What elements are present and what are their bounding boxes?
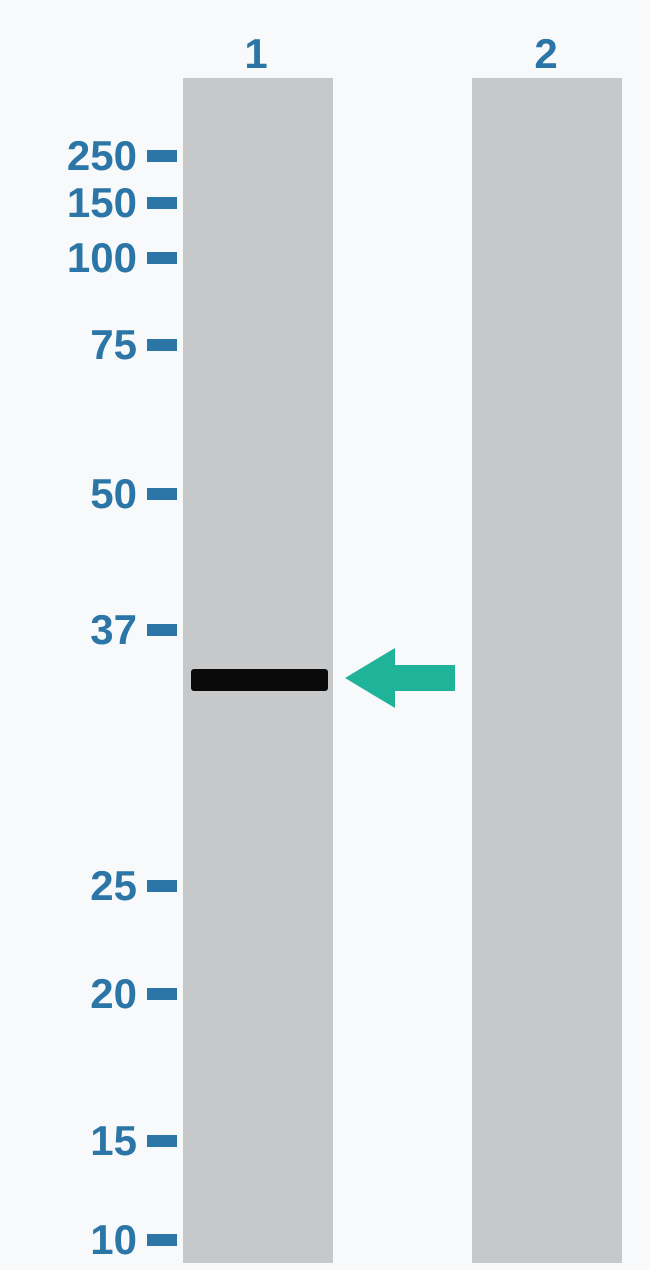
mw-marker-tick xyxy=(147,150,177,162)
mw-marker-label: 250 xyxy=(67,132,137,180)
mw-marker-label: 10 xyxy=(90,1216,137,1264)
mw-marker-tick xyxy=(147,1135,177,1147)
mw-marker-label: 20 xyxy=(90,970,137,1018)
mw-marker-label: 100 xyxy=(67,234,137,282)
lane-header-1: 1 xyxy=(244,30,267,78)
lane-header-2: 2 xyxy=(534,30,557,78)
band-indicator-arrow-icon xyxy=(345,648,455,708)
mw-marker-label: 150 xyxy=(67,179,137,227)
mw-marker-tick xyxy=(147,988,177,1000)
protein-band xyxy=(191,669,328,691)
mw-marker-label: 37 xyxy=(90,606,137,654)
blot-lane-2 xyxy=(472,78,622,1263)
mw-marker-tick xyxy=(147,880,177,892)
mw-marker-label: 50 xyxy=(90,470,137,518)
mw-marker-tick xyxy=(147,197,177,209)
mw-marker-tick xyxy=(147,624,177,636)
mw-marker-tick xyxy=(147,1234,177,1246)
mw-marker-tick xyxy=(147,339,177,351)
mw-marker-label: 75 xyxy=(90,321,137,369)
mw-marker-label: 15 xyxy=(90,1117,137,1165)
mw-marker-tick xyxy=(147,252,177,264)
mw-marker-tick xyxy=(147,488,177,500)
western-blot-figure: 1 2 250150 100 75 50 37 25 20 15 10 xyxy=(0,0,650,1270)
mw-marker-label: 25 xyxy=(90,862,137,910)
